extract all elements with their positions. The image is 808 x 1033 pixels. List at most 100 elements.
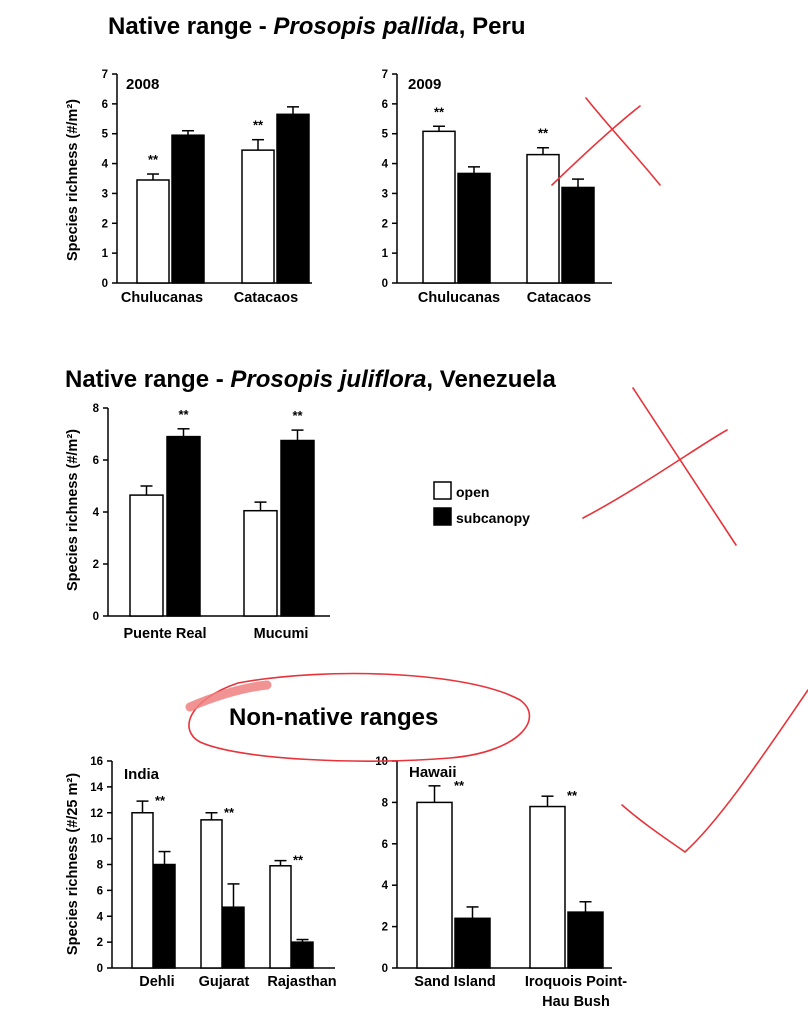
y-tick-label: 12 (90, 808, 103, 820)
category-label: Catacaos (234, 290, 298, 306)
y-tick-label: 8 (97, 860, 104, 872)
significance-marker: ** (155, 793, 166, 808)
category-label: Iroquois Point- (525, 974, 627, 990)
chart-peru2008: 0 1 2 3 4 5 6 7 Species richness (#/m²) 2008 Chulu… (65, 69, 312, 306)
bar-subcanopy-2 (291, 941, 314, 969)
y-tick-label: 5 (102, 129, 109, 141)
title-ven-prefix: Native range - (65, 366, 230, 393)
y-tick-label: 6 (382, 839, 388, 851)
y-tick-label: 14 (90, 782, 103, 794)
legend-open-label: open (456, 484, 489, 500)
significance-marker: ** (292, 408, 303, 423)
y-tick-label: 8 (93, 403, 100, 415)
chart-venezuela: 0 2 4 6 8 Species richness (#/m²) Puente Real M… (65, 403, 330, 642)
category-label: Mucumi (254, 626, 309, 642)
title-nonnative: Non-native ranges (229, 704, 438, 731)
bar-subcanopy-1 (280, 439, 315, 617)
bar-open-1 (241, 149, 275, 284)
legend-subcanopy-label: subcanopy (456, 510, 530, 526)
title-peru-prefix: Native range - (108, 13, 273, 40)
y-tick-label: 1 (102, 248, 109, 260)
legend-open-swatch (433, 481, 452, 500)
bar-subcanopy-0 (153, 863, 176, 969)
category-label: Chulucanas (121, 290, 203, 306)
y-tick-label: 2 (382, 922, 388, 934)
significance-marker: ** (434, 104, 445, 119)
y-tick-label: 4 (382, 880, 389, 892)
y-tick-label: 0 (382, 963, 388, 975)
y-axis-label: Species richness (#/m²) (65, 429, 81, 591)
y-tick-label: 0 (93, 611, 99, 623)
chart-peru2009: 0 1 2 3 4 5 6 7 2009 Chulucanas Catacaos ** ** (382, 69, 612, 306)
title-ven-species: Prosopis juliflora (230, 366, 426, 393)
y-tick-label: 7 (382, 69, 388, 81)
significance-marker: ** (178, 407, 189, 422)
y-tick-label: 4 (93, 507, 100, 519)
y-tick-label: 2 (97, 937, 103, 949)
y-tick-label: 10 (90, 834, 103, 846)
bar-subcanopy-1 (222, 906, 245, 969)
category-label: Puente Real (124, 626, 207, 642)
bar-open-0 (422, 130, 456, 284)
significance-marker: ** (454, 778, 465, 793)
category-label: Hau Bush (542, 994, 610, 1010)
y-tick-label: 4 (382, 159, 389, 171)
title-ven-suffix: , Venezuela (426, 366, 556, 393)
title-peru: Native range - Prosopis pallida, Peru (108, 13, 525, 40)
panel-label: 2009 (408, 76, 441, 93)
cross-mark-top (585, 97, 661, 186)
y-tick-label: 6 (93, 455, 99, 467)
bar-subcanopy-1 (276, 113, 310, 284)
panel-label: Hawaii (409, 764, 457, 781)
y-tick-label: 6 (102, 99, 108, 111)
y-axis-label: Species richness (#/m²) (65, 99, 81, 261)
bar-open-2 (269, 865, 292, 969)
bar-open-0 (136, 179, 170, 284)
y-tick-label: 0 (102, 278, 108, 290)
cross-mark-middle-2 (582, 429, 728, 519)
check-mark (621, 689, 808, 854)
y-tick-label: 3 (382, 188, 388, 200)
cross-mark-top-2 (551, 105, 641, 186)
y-tick-label: 10 (375, 756, 388, 768)
significance-marker: ** (538, 126, 549, 141)
y-tick-label: 6 (97, 885, 103, 897)
y-tick-label: 4 (102, 159, 109, 171)
bar-subcanopy-0 (457, 172, 491, 284)
y-tick-label: 2 (102, 218, 108, 230)
bar-subcanopy-1 (567, 911, 604, 969)
legend: open subcanopy (433, 481, 530, 526)
bar-subcanopy-0 (166, 435, 201, 617)
bar-subcanopy-1 (561, 186, 595, 284)
bar-open-0 (131, 812, 154, 969)
y-tick-label: 5 (382, 129, 389, 141)
bar-open-0 (129, 494, 164, 617)
bar-subcanopy-0 (171, 134, 205, 284)
cross-mark-middle (632, 387, 737, 546)
y-tick-label: 2 (382, 218, 388, 230)
category-label: Gujarat (199, 974, 250, 990)
panel-label: India (124, 766, 160, 783)
significance-marker: ** (293, 853, 304, 868)
legend-subcanopy-swatch (433, 507, 452, 526)
chart-hawaii: 0 2 4 6 8 10 Hawaii Sand Island Iroquois Point- H… (375, 756, 627, 1010)
y-tick-label: 6 (382, 99, 388, 111)
category-label: Catacaos (527, 290, 591, 306)
significance-marker: ** (253, 118, 264, 133)
category-label: Dehli (139, 974, 174, 990)
title-peru-suffix: , Peru (459, 13, 526, 40)
title-venezuela: Native range - Prosopis juliflora, Venez… (65, 366, 556, 393)
bar-open-1 (243, 509, 278, 617)
bar-subcanopy-0 (454, 917, 491, 969)
bar-open-1 (200, 819, 223, 969)
bar-open-1 (526, 153, 560, 284)
category-label: Rajasthan (267, 974, 336, 990)
red-annotations (185, 97, 808, 854)
y-tick-label: 3 (102, 188, 108, 200)
significance-marker: ** (224, 805, 235, 820)
y-tick-label: 16 (90, 756, 103, 768)
category-label: Sand Island (414, 974, 495, 990)
bar-open-0 (416, 801, 453, 969)
y-tick-label: 2 (93, 559, 99, 571)
